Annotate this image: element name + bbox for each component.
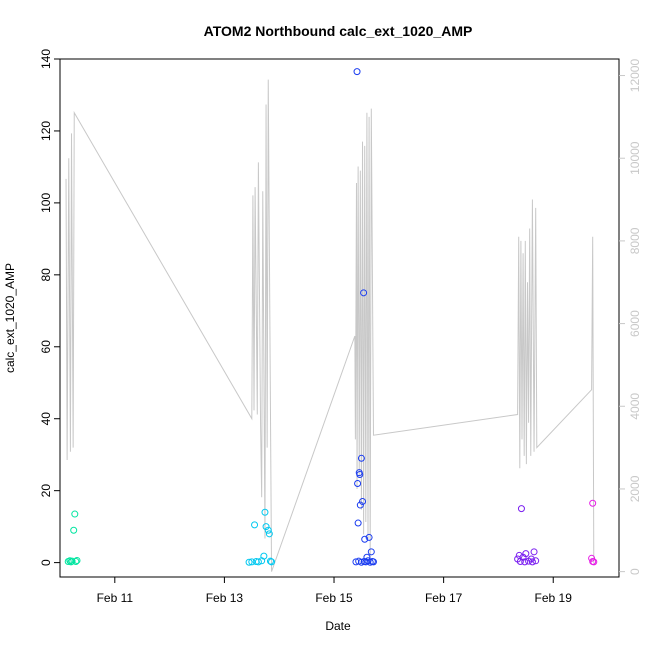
data-point bbox=[356, 501, 364, 509]
chart-title: ATOM2 Northbound calc_ext_1020_AMP bbox=[204, 23, 473, 39]
y2-tick-label: 2000 bbox=[628, 475, 642, 502]
x-tick-label: Feb 15 bbox=[315, 591, 353, 605]
data-point bbox=[254, 558, 262, 566]
data-point bbox=[515, 551, 523, 559]
y-tick-label: 60 bbox=[39, 340, 53, 354]
data-point bbox=[354, 519, 362, 527]
x-tick-label: Feb 13 bbox=[206, 591, 244, 605]
data-point bbox=[251, 521, 259, 529]
data-point bbox=[588, 554, 596, 562]
data-point bbox=[70, 526, 78, 534]
data-point bbox=[261, 508, 269, 516]
x-axis: Feb 11 Feb 13 Feb 15 Feb 17 Feb 19 bbox=[97, 577, 573, 605]
data-point bbox=[352, 558, 360, 566]
data-point bbox=[73, 556, 81, 564]
data-point bbox=[266, 557, 274, 565]
data-point bbox=[517, 505, 525, 513]
secondary-y-axis: 0 2000 4000 6000 8000 10000 12000 bbox=[619, 59, 642, 575]
data-point bbox=[68, 557, 76, 565]
data-point bbox=[354, 479, 362, 487]
data-point bbox=[359, 497, 367, 505]
data-point bbox=[522, 550, 530, 558]
y-axis-label: calc_ext_1020_AMP bbox=[3, 263, 17, 373]
data-point bbox=[353, 68, 361, 76]
y-tick-label: 120 bbox=[39, 121, 53, 141]
y-tick-label: 140 bbox=[39, 49, 53, 69]
data-point bbox=[521, 558, 529, 566]
data-point bbox=[357, 558, 365, 566]
y2-tick-label: 8000 bbox=[628, 227, 642, 254]
y-tick-label: 80 bbox=[39, 268, 53, 282]
plot-frame bbox=[59, 58, 620, 578]
data-point bbox=[532, 557, 540, 565]
data-point bbox=[260, 552, 268, 560]
y2-tick-label: 12000 bbox=[628, 59, 642, 93]
x-tick-label: Feb 11 bbox=[97, 591, 134, 605]
y2-tick-label: 4000 bbox=[628, 393, 642, 420]
x-tick-label: Feb 17 bbox=[425, 591, 463, 605]
y-tick-label: 20 bbox=[39, 484, 53, 498]
data-point bbox=[71, 510, 79, 518]
data-point bbox=[357, 454, 365, 462]
data-point bbox=[245, 558, 253, 566]
data-point bbox=[589, 499, 597, 507]
y-tick-label: 40 bbox=[39, 412, 53, 426]
data-point bbox=[72, 558, 80, 566]
data-point bbox=[590, 558, 598, 566]
data-point bbox=[369, 558, 377, 566]
data-point bbox=[360, 289, 368, 297]
data-point bbox=[264, 526, 272, 534]
x-tick-label: Feb 19 bbox=[535, 591, 573, 605]
data-point bbox=[528, 558, 536, 566]
y-axis: 0 20 40 60 80 100 120 140 bbox=[39, 49, 60, 566]
data-point bbox=[367, 548, 375, 556]
y2-tick-label: 0 bbox=[628, 568, 642, 575]
points-layer bbox=[64, 68, 598, 566]
y2-tick-label: 6000 bbox=[628, 310, 642, 337]
data-point bbox=[268, 558, 276, 566]
x-axis-label: Date bbox=[325, 619, 351, 633]
y-tick-label: 0 bbox=[39, 559, 53, 566]
data-point bbox=[356, 470, 364, 478]
data-point bbox=[361, 535, 369, 543]
secondary-series-line bbox=[65, 79, 595, 572]
data-point bbox=[265, 530, 273, 538]
data-point bbox=[248, 558, 256, 566]
secondary-line-layer bbox=[65, 79, 595, 572]
y-tick-label: 100 bbox=[39, 193, 53, 213]
data-point bbox=[530, 548, 538, 556]
y2-tick-label: 10000 bbox=[628, 141, 642, 175]
data-point bbox=[262, 523, 270, 531]
data-point bbox=[365, 533, 373, 541]
